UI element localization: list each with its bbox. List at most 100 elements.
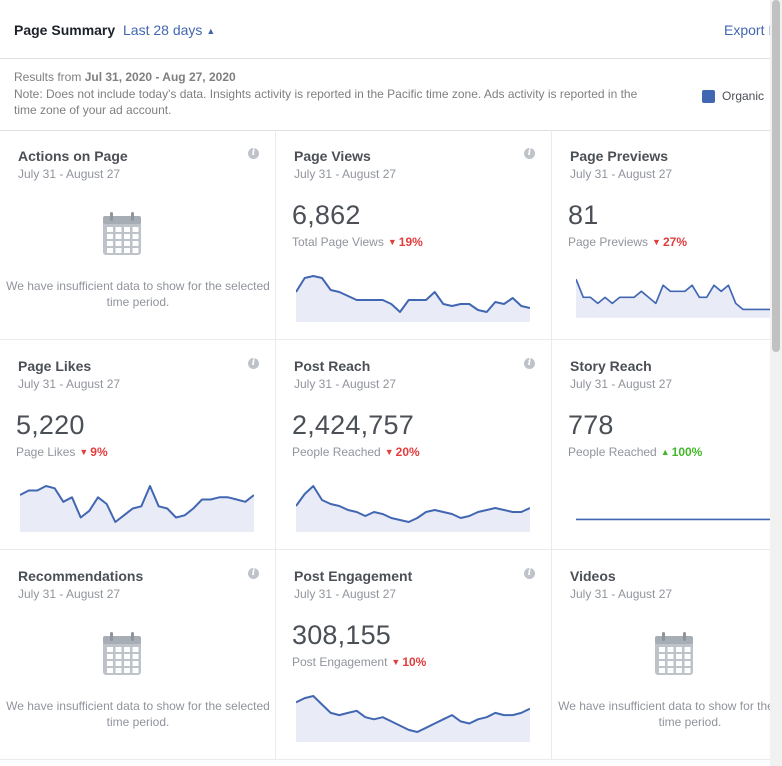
metric-label: People Reached [568, 445, 657, 459]
metric-subline: Page Likes ▼ 9% [16, 445, 108, 459]
card-date-range: July 31 - August 27 [570, 377, 673, 391]
calendar-day-cell [667, 661, 674, 666]
metric-subline: People Reached ▼ 20% [292, 445, 420, 459]
sparkline [296, 695, 530, 742]
card-title[interactable]: Story Reach [570, 358, 652, 374]
sparkline-line [296, 695, 530, 733]
calendar-day-cell [659, 654, 665, 659]
info-icon[interactable]: i [248, 358, 259, 369]
metric-label: People Reached [292, 445, 381, 459]
card-post-reach[interactable]: Post Reach July 31 - August 27 i 2,424,7… [276, 340, 552, 550]
card-recommendations[interactable]: Recommendations July 31 - August 27 i We… [0, 550, 276, 760]
sparkline-line [20, 485, 254, 523]
vertical-scrollbar[interactable] [770, 0, 782, 766]
info-icon[interactable]: i [248, 148, 259, 159]
delta-badge: ▼ 10% [391, 655, 426, 669]
card-title[interactable]: Page Views [294, 148, 371, 164]
results-range: Results from Jul 31, 2020 - Aug 27, 2020 [14, 70, 236, 84]
sparkline-area [20, 486, 254, 532]
date-range-select[interactable]: Last 28 days ▲︎ [123, 22, 215, 38]
calendar-day-cell [124, 661, 130, 666]
metrics-grid: Actions on Page July 31 - August 27 i We… [0, 130, 782, 766]
export-link[interactable]: Export I [724, 22, 773, 38]
calendar-day-cell [115, 661, 122, 666]
card-page-views[interactable]: Page Views July 31 - August 27 i 6,862 T… [276, 130, 552, 340]
calendar-ring [683, 632, 686, 641]
calendar-icon [103, 632, 141, 675]
calendar-day-cell [667, 668, 674, 673]
card-date-range: July 31 - August 27 [294, 377, 397, 391]
calendar-day-cell [676, 661, 682, 666]
calendar-day-cell [659, 661, 665, 666]
card-post-engagement[interactable]: Post Engagement July 31 - August 27 i 30… [276, 550, 552, 760]
calendar-day-cell [107, 661, 113, 666]
calendar-day-cell [684, 661, 691, 666]
calendar-day-cell [132, 234, 139, 239]
calendar-day-cell [124, 668, 130, 673]
calendar-header [103, 636, 141, 644]
card-title[interactable]: Page Previews [570, 148, 669, 164]
triangle-down-icon: ▼ [384, 447, 394, 457]
metric-value: 778 [568, 410, 614, 440]
calendar-ring [662, 632, 665, 641]
metric-value: 81 [568, 200, 599, 230]
sparkline-area [296, 696, 530, 742]
scrollbar-thumb[interactable] [772, 0, 780, 352]
metric-value: 5,220 [16, 410, 85, 440]
insufficient-data-message: We have insufficient data to show for th… [6, 699, 270, 729]
info-icon[interactable]: i [524, 148, 535, 159]
legend-label: Organic [722, 89, 765, 103]
card-title[interactable]: Page Likes [18, 358, 92, 374]
sparkline [20, 485, 254, 532]
delta-value: 10% [402, 655, 427, 669]
triangle-down-icon: ▼ [391, 657, 401, 667]
calendar-day-cell [132, 647, 139, 652]
card-story-reach[interactable]: Story Reach July 31 - August 27 778 Peop… [552, 340, 782, 550]
calendar-day-cell [676, 647, 682, 652]
calendar-day-cell [107, 227, 113, 232]
sparkline-area [576, 279, 772, 318]
delta-badge: ▼ 27% [652, 235, 687, 249]
insufficient-data-message: We have insufficient data to show for th… [6, 279, 270, 309]
metric-subline: People Reached ▲ 100% [568, 445, 702, 459]
calendar-day-cell [124, 654, 130, 659]
calendar-day-cell [684, 647, 691, 652]
info-icon[interactable]: i [524, 358, 535, 369]
date-range-label[interactable]: Last 28 days [123, 22, 203, 38]
card-page-previews[interactable]: Page Previews July 31 - August 27 81 Pag… [552, 130, 782, 340]
card-videos[interactable]: Videos July 31 - August 27 We have insuf… [552, 550, 782, 760]
calendar-day-cell [115, 654, 122, 659]
calendar-ring [110, 632, 113, 641]
card-title[interactable]: Actions on Page [18, 148, 128, 164]
calendar-day-cell [659, 668, 665, 673]
calendar-day-cell [124, 234, 130, 239]
calendar-header [103, 216, 141, 224]
sort-updown-icon: ▲︎ [206, 26, 216, 36]
info-icon[interactable]: i [524, 568, 535, 579]
calendar-header [655, 636, 693, 644]
calendar-day-cell [132, 227, 139, 232]
metric-label: Page Previews [568, 235, 649, 249]
info-icon[interactable]: i [248, 568, 259, 579]
card-title[interactable]: Videos [570, 568, 616, 584]
card-title[interactable]: Post Engagement [294, 568, 413, 584]
calendar-day-cell [132, 248, 139, 253]
card-title[interactable]: Recommendations [18, 568, 144, 584]
card-title[interactable]: Post Reach [294, 358, 371, 374]
calendar-day-cell [684, 654, 691, 659]
delta-value: 9% [90, 445, 108, 459]
delta-badge: ▼ 9% [79, 445, 107, 459]
calendar-day-cell [107, 654, 113, 659]
delta-value: 100% [671, 445, 703, 459]
calendar-day-cell [667, 647, 674, 652]
results-prefix: Results from [14, 70, 85, 84]
calendar-day-cell [132, 668, 139, 673]
calendar-day-cell [132, 241, 139, 246]
card-page-likes[interactable]: Page Likes July 31 - August 27 i 5,220 P… [0, 340, 276, 550]
metric-subline: Page Previews ▼ 27% [568, 235, 687, 249]
metric-value: 6,862 [292, 200, 361, 230]
sparkline [576, 518, 772, 521]
timezone-note: Note: Does not include today's data. Ins… [14, 87, 638, 117]
card-actions-on-page[interactable]: Actions on Page July 31 - August 27 i We… [0, 130, 276, 340]
delta-value: 20% [395, 445, 420, 459]
